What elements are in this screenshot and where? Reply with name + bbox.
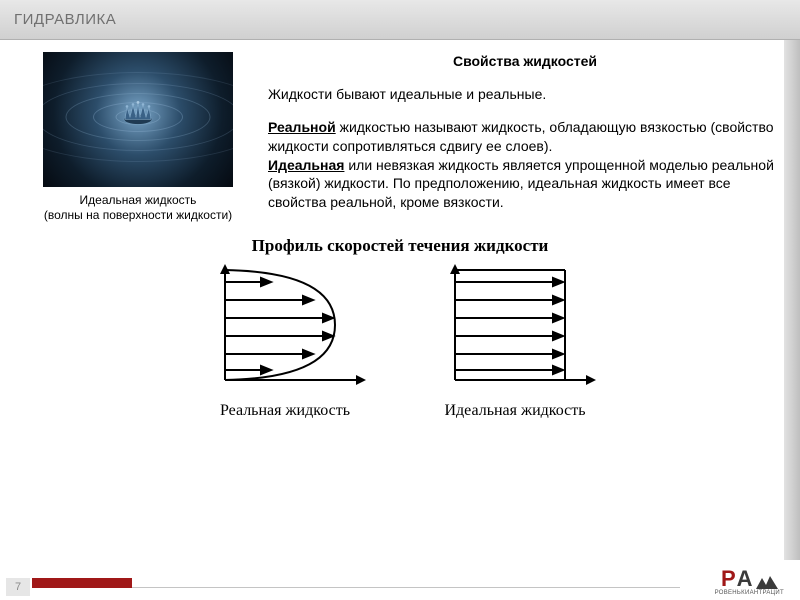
logo-letter-p: Р — [721, 570, 736, 589]
company-logo: Р А РОВЕНЬКИАНТРАЦИТ — [715, 570, 784, 596]
caption-line-1: Идеальная жидкость — [80, 193, 197, 207]
real-fluid-diagram: Реальная жидкость — [185, 260, 385, 420]
water-crown-icon — [121, 97, 155, 125]
footer-divider — [132, 587, 680, 588]
right-column: Свойства жидкостей Жидкости бывают идеал… — [268, 52, 782, 226]
droplet-image — [43, 52, 233, 187]
logo-letters: Р А — [721, 570, 778, 589]
page-title: ГИДРАВЛИКА — [14, 11, 116, 28]
ideal-definition: или невязкая жидкость является упрощенно… — [268, 157, 774, 211]
top-row: Идеальная жидкость (волны на поверхности… — [18, 52, 782, 226]
logo-letter-a: А — [737, 570, 753, 589]
ideal-term: Идеальная — [268, 157, 344, 173]
content-area: Идеальная жидкость (волны на поверхности… — [0, 40, 800, 420]
ideal-diagram-label: Идеальная жидкость — [444, 402, 585, 420]
real-diagram-label: Реальная жидкость — [220, 402, 350, 420]
paragraph-1: Жидкости бывают идеальные и реальные. — [268, 85, 782, 104]
ideal-profile-svg — [415, 260, 615, 400]
logo-subtext: РОВЕНЬКИАНТРАЦИТ — [715, 590, 784, 596]
page-number: 7 — [6, 578, 30, 596]
header-bar: ГИДРАВЛИКА — [0, 0, 800, 40]
paragraph-2: Реальной жидкостью называют жидкость, об… — [268, 118, 782, 212]
mountain-icon — [756, 575, 778, 589]
diagram-title: Профиль скоростей течения жидкости — [18, 236, 782, 256]
footer-accent-strip — [32, 578, 132, 588]
real-term: Реальной — [268, 119, 336, 135]
subtitle: Свойства жидкостей — [268, 52, 782, 71]
left-column: Идеальная жидкость (волны на поверхности… — [18, 52, 258, 226]
real-definition: жидкостью называют жидкость, обладающую … — [268, 119, 774, 154]
real-profile-svg — [185, 260, 385, 400]
ideal-fluid-diagram: Идеальная жидкость — [415, 260, 615, 420]
diagram-row: Реальная жидкость — [18, 260, 782, 420]
footer: 7 Р А РОВЕНЬКИАНТРАЦИТ — [0, 570, 800, 600]
image-caption: Идеальная жидкость (волны на поверхности… — [44, 193, 232, 223]
caption-line-2: (волны на поверхности жидкости) — [44, 208, 232, 222]
